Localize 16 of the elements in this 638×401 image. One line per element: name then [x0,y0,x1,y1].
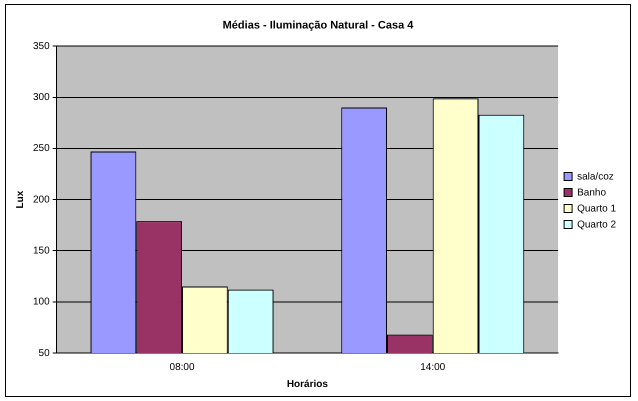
legend-label: Banho [577,187,606,198]
x-axis-title: Horários [286,378,328,390]
y-tick-label: 250 [32,143,50,154]
y-tick-label: 300 [32,92,50,104]
y-tick-label: 50 [38,348,50,359]
y-tick-label: 100 [32,296,50,308]
legend-label: Quarto 1 [577,203,616,214]
x-tick-label: 08:00 [170,362,195,373]
chart-title: Médias - Iluminação Natural - Casa 4 [222,20,414,32]
y-axis-title: Lux [14,190,26,208]
y-tick-label: 350 [32,40,50,52]
y-tick-label: 150 [32,245,50,256]
y-tick-label: 200 [32,194,50,206]
legend-label: sala/coz [577,171,614,182]
legend-label: Quarto 2 [577,219,616,230]
x-tick-label: 14:00 [420,362,446,373]
